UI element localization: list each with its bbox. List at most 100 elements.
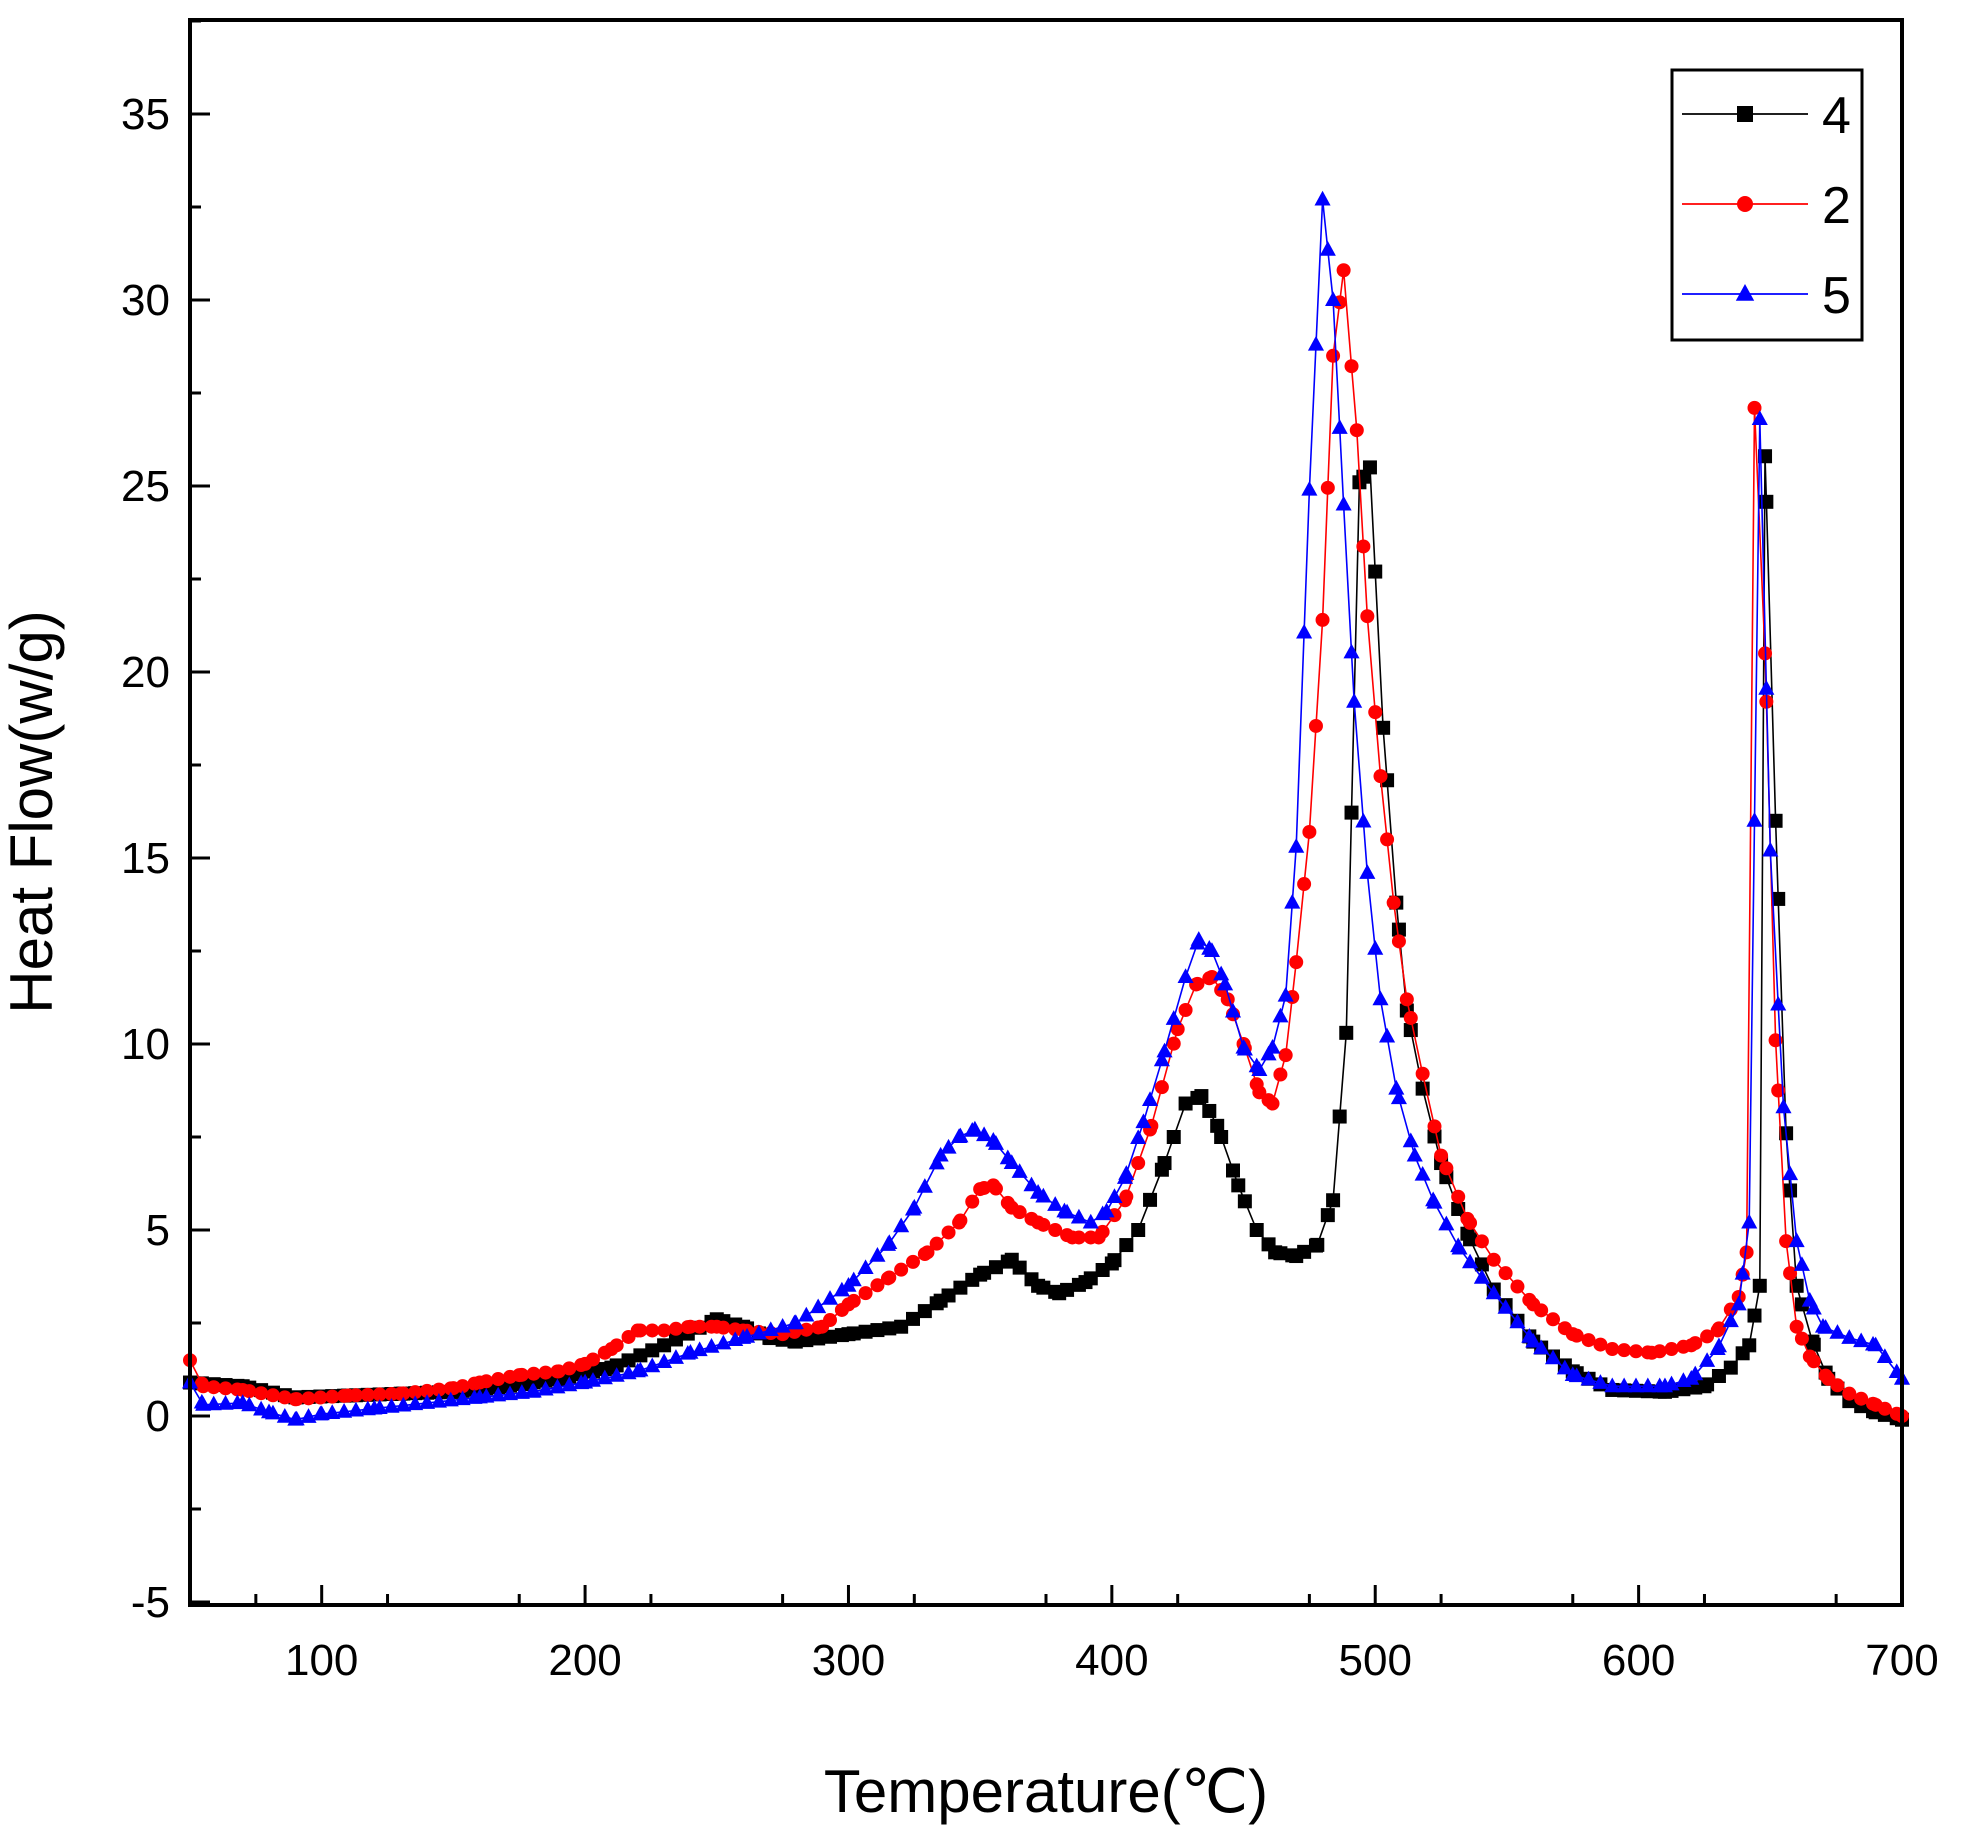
series-5-point [1367, 940, 1384, 955]
series-5-point [383, 1397, 400, 1413]
series-2-point [551, 1364, 566, 1379]
series-2-point [348, 1388, 363, 1403]
series-4-point [1237, 1194, 1252, 1209]
series-2-point [799, 1322, 814, 1337]
series-5-point [1325, 291, 1342, 306]
y-tick-label: 30 [121, 276, 170, 325]
series-5-point [1461, 1253, 1479, 1269]
series-5-point [845, 1271, 862, 1287]
series-5-point [932, 1146, 949, 1162]
series-5-point [300, 1408, 317, 1423]
series-5-point [1388, 1079, 1405, 1095]
legend-label-4: 4 [1822, 87, 1851, 145]
series-5-point [1203, 942, 1220, 957]
series-5-point [1165, 1010, 1182, 1025]
series-2-point [1265, 1096, 1280, 1111]
series-4-point [1249, 1223, 1264, 1237]
series-2-point [633, 1323, 648, 1338]
series-2-point [408, 1385, 423, 1400]
series-4-point [668, 1332, 683, 1347]
series-2-point [846, 1293, 861, 1308]
series-2-point [265, 1388, 280, 1403]
series-5-point [1141, 1091, 1159, 1106]
series-5-point [798, 1306, 815, 1322]
series-2-point [1095, 1224, 1110, 1239]
series-2-point [1617, 1343, 1632, 1358]
series-2-point [1336, 263, 1351, 278]
series-4-point [1131, 1223, 1146, 1237]
series-2-point [894, 1262, 909, 1277]
series-4-point [1368, 564, 1383, 579]
series-5-point [1841, 1329, 1858, 1344]
series-2-point [1546, 1312, 1561, 1327]
series-2-point [1664, 1342, 1679, 1357]
series-2-point [1463, 1215, 1478, 1230]
x-tick-label: 200 [548, 1636, 621, 1685]
series-5-point [1307, 335, 1325, 351]
series-2-point [301, 1391, 316, 1406]
series-5-point [478, 1387, 495, 1403]
legend-label-2: 2 [1822, 177, 1851, 235]
series-5-point [1867, 1336, 1884, 1352]
series-4-point [1339, 1025, 1354, 1040]
series-5-point [787, 1314, 804, 1329]
series-2-point [360, 1387, 375, 1402]
series-5-point [952, 1127, 969, 1143]
series-5-point [1533, 1339, 1550, 1355]
series-2-point [1403, 1010, 1418, 1025]
y-tick-label: 10 [121, 1020, 170, 1069]
x-tick-label: 100 [285, 1636, 358, 1685]
series-2-point [242, 1384, 257, 1399]
series-5-point [347, 1401, 364, 1417]
series-5-point [1379, 1027, 1396, 1043]
series-5-point [1758, 679, 1775, 695]
series-5 [181, 190, 1911, 1426]
series-2-point [526, 1366, 541, 1381]
series-2-point [965, 1194, 980, 1209]
series-2-point [1783, 1266, 1798, 1281]
series-2-point [1278, 1048, 1293, 1063]
series-2-point [1789, 1319, 1804, 1334]
series-5-point [1355, 812, 1372, 828]
series-5-point [525, 1382, 542, 1398]
series-5-point [1335, 495, 1352, 511]
series-5-point [1556, 1359, 1573, 1375]
series-2-point [905, 1254, 920, 1269]
series-2-point [562, 1361, 577, 1376]
series-5-point [1236, 1040, 1253, 1056]
series-5-point [264, 1404, 282, 1420]
series-4-point [1700, 1377, 1715, 1392]
series-5-line [189, 199, 1903, 1421]
series-5-point [1346, 693, 1363, 708]
series-2-point [1711, 1321, 1726, 1336]
series-5-point [1023, 1176, 1040, 1192]
series-5-point [205, 1395, 222, 1411]
series-5-point [1788, 1232, 1805, 1248]
series-5-point [1224, 1002, 1242, 1018]
series-4-point [882, 1321, 897, 1336]
series-4-point [1320, 1208, 1335, 1223]
series-4-point [1376, 720, 1391, 735]
series-2-point [1166, 1036, 1181, 1051]
y-tick-label: 0 [146, 1392, 170, 1441]
series-2-point [1297, 877, 1312, 892]
series-5-point [549, 1378, 566, 1394]
series-4-point [1391, 922, 1406, 937]
series-4-point [1178, 1096, 1193, 1111]
series-5-point [1343, 643, 1360, 659]
series-2-point [1252, 1085, 1267, 1100]
series-4-point [1771, 891, 1786, 906]
series-5-point [1135, 1113, 1152, 1129]
series-2-point [1344, 359, 1359, 374]
series-2-point [1474, 1234, 1489, 1249]
series-4-point [1344, 805, 1359, 820]
series-4-point [1157, 1156, 1172, 1171]
series-4-point [1060, 1282, 1075, 1297]
plot-frame [188, 18, 1904, 1607]
series-5-point [1059, 1203, 1076, 1219]
x-axis-title: Temperature(℃) [824, 1758, 1268, 1825]
series-5-point [490, 1386, 507, 1402]
series-5-point [1331, 419, 1348, 434]
series-2-point [1131, 1156, 1146, 1171]
series-2-point [1593, 1337, 1608, 1352]
